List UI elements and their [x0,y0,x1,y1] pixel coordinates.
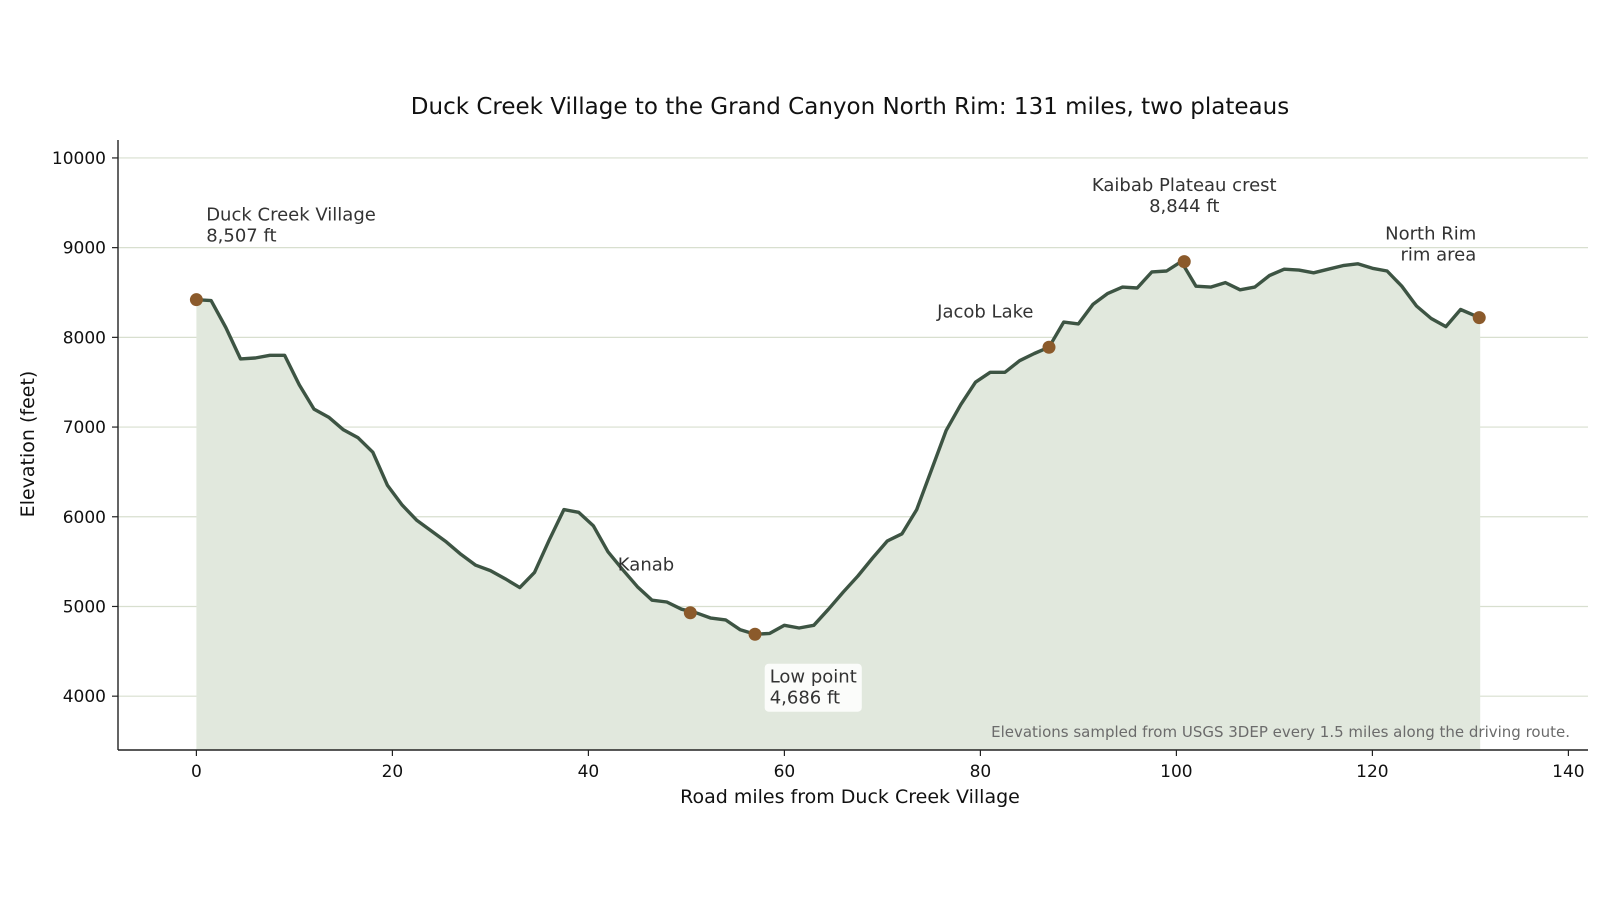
annotation-marker [1177,255,1191,269]
annotation-label-line: Kaibab Plateau crest [1092,175,1277,196]
line-layer [194,259,1482,636]
annotation-label: Kanab [618,555,674,576]
annotation-label-box [764,663,862,712]
annotation-label-line: 4,686 ft [770,688,840,709]
x-tick-label: 60 [774,762,796,782]
y-tick-label: 9000 [63,239,106,259]
annotation-marker [1472,311,1486,325]
x-tick-label: 140 [1552,762,1584,782]
annotation-label-line: North Rim [1385,224,1476,245]
annotation-marker [748,627,762,641]
source-note: Elevations sampled from USGS 3DEP every … [991,723,1570,741]
y-tick-label: 5000 [63,597,106,617]
annotation-layer: Duck Creek Village 8,507 ft Kanab Low point… [206,175,1476,712]
annotation-label-line: Jacob Lake [936,302,1033,323]
annotation-label: Duck Creek Village 8,507 ft [206,205,376,247]
y-axis-label: Elevation (feet) [17,371,39,518]
marker-layer [189,255,1486,641]
x-tick-label: 100 [1160,762,1192,782]
y-tick-label: 10000 [52,149,106,169]
elevation-line [194,259,1482,636]
annotation-label: Jacob Lake [936,302,1033,323]
y-tick-label: 7000 [63,418,106,438]
x-tick-label: 20 [382,762,404,782]
annotation-marker [189,293,203,307]
y-tick-label: 6000 [63,508,106,528]
annotation-label-line: Low point [770,667,857,688]
axes-layer: 4000 5000 6000 7000 8000 9000 10000 0 20 40 60 80 10… [52,140,1588,782]
x-tick-label: 120 [1356,762,1388,782]
annotation-label: North Rim rim area [1385,224,1476,266]
annotation-marker [1042,340,1056,354]
area-layer [196,261,1481,750]
annotation-label-line: 8,507 ft [206,226,276,247]
x-tick-label: 40 [578,762,600,782]
annotation-label: Kaibab Plateau crest 8,844 ft [1092,175,1277,217]
annotation-label-line: rim area [1400,245,1476,266]
annotation-label-line: Duck Creek Village [206,205,376,226]
chart-title: Duck Creek Village to the Grand Canyon N… [411,94,1289,120]
annotation-label: Low point 4,686 ft [770,667,857,709]
x-tick-label: 80 [970,762,992,782]
elevation-area-fill [196,261,1481,750]
x-axis-label: Road miles from Duck Creek Village [680,786,1020,808]
y-tick-label: 8000 [63,328,106,348]
annotation-marker [683,606,697,620]
y-tick-label: 4000 [63,687,106,707]
annotation-label-line: 8,844 ft [1149,196,1219,217]
annotation-label-line: Kanab [618,555,674,576]
x-tick-label: 0 [191,762,202,782]
